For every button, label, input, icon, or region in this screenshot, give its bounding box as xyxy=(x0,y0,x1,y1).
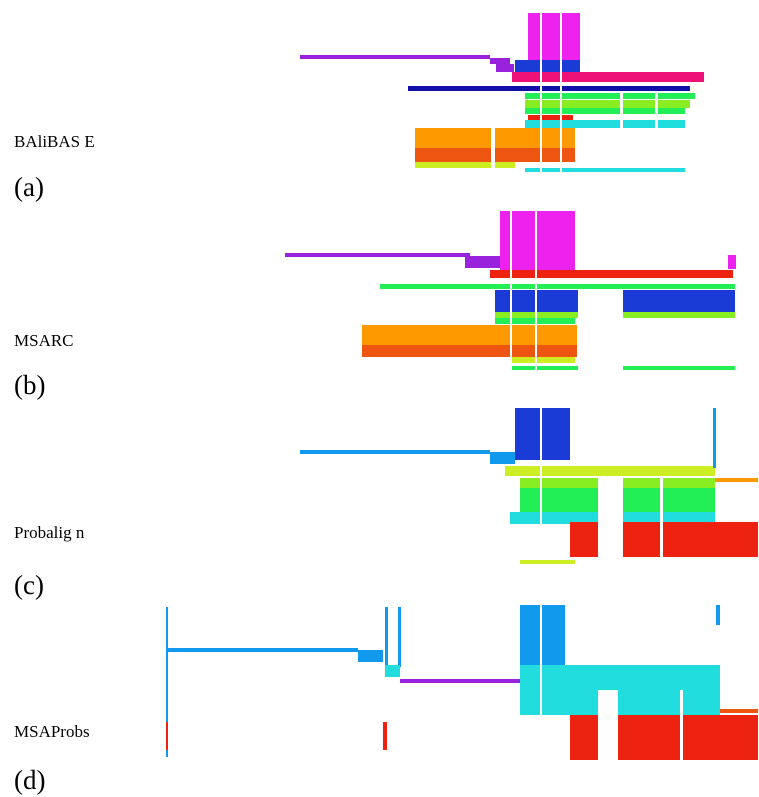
block xyxy=(385,665,400,677)
block xyxy=(720,709,758,713)
block xyxy=(716,605,720,625)
gap xyxy=(598,690,618,760)
block xyxy=(490,58,510,64)
block xyxy=(500,211,575,271)
block xyxy=(505,466,715,476)
gap xyxy=(680,690,683,760)
block xyxy=(520,605,565,665)
block xyxy=(166,722,168,750)
block xyxy=(285,253,470,257)
panel-letter-b: (b) xyxy=(14,370,46,400)
block xyxy=(528,115,573,120)
panel-b: MSARC (b) xyxy=(14,211,736,400)
block xyxy=(465,256,500,268)
gap xyxy=(491,128,495,168)
block xyxy=(515,408,570,460)
block xyxy=(520,560,575,564)
panel-label-a: BAliBAS E xyxy=(14,132,95,151)
gap xyxy=(560,13,562,173)
gap xyxy=(535,211,537,371)
block xyxy=(528,13,580,65)
gap xyxy=(540,408,542,558)
block xyxy=(496,64,514,72)
gap xyxy=(540,13,542,173)
block xyxy=(728,255,736,269)
panel-c: Probalig n (c) xyxy=(14,408,758,600)
panel-label-b: MSARC xyxy=(14,331,74,350)
block xyxy=(358,650,383,662)
panel-label-d: MSAProbs xyxy=(14,722,90,741)
block xyxy=(515,60,580,72)
block xyxy=(362,345,577,357)
block xyxy=(168,648,358,652)
panel-a: BAliBAS E (a) xyxy=(0,0,759,202)
block xyxy=(362,325,577,347)
block xyxy=(380,284,735,289)
block xyxy=(510,357,575,363)
block xyxy=(715,478,758,482)
gap xyxy=(655,93,658,133)
block xyxy=(512,72,704,82)
block xyxy=(520,665,720,715)
alignment-diagram-a xyxy=(300,13,704,173)
block xyxy=(525,168,685,172)
block xyxy=(525,108,685,114)
block xyxy=(525,93,695,99)
block xyxy=(415,162,515,168)
alignment-diagram-b xyxy=(285,211,736,371)
panel-letter-d: (d) xyxy=(14,765,46,795)
block xyxy=(383,722,387,750)
block xyxy=(300,55,490,59)
gap xyxy=(510,211,512,371)
alignment-diagram-c xyxy=(300,408,758,564)
panel-label-c: Probalig n xyxy=(14,523,85,542)
block xyxy=(400,679,560,683)
gap xyxy=(598,478,623,558)
block xyxy=(490,452,515,464)
gap xyxy=(578,290,623,370)
block xyxy=(713,408,716,468)
block xyxy=(525,120,685,128)
panel-letter-c: (c) xyxy=(14,570,44,600)
gap xyxy=(620,93,623,133)
block xyxy=(398,607,401,667)
panel-letter-a: (a) xyxy=(14,172,44,202)
block xyxy=(166,607,168,757)
gap xyxy=(540,605,542,755)
gap xyxy=(660,478,663,558)
block xyxy=(408,86,690,91)
block xyxy=(525,100,690,108)
gap xyxy=(520,715,568,757)
block xyxy=(385,607,388,667)
block xyxy=(490,270,733,278)
block xyxy=(300,450,490,454)
